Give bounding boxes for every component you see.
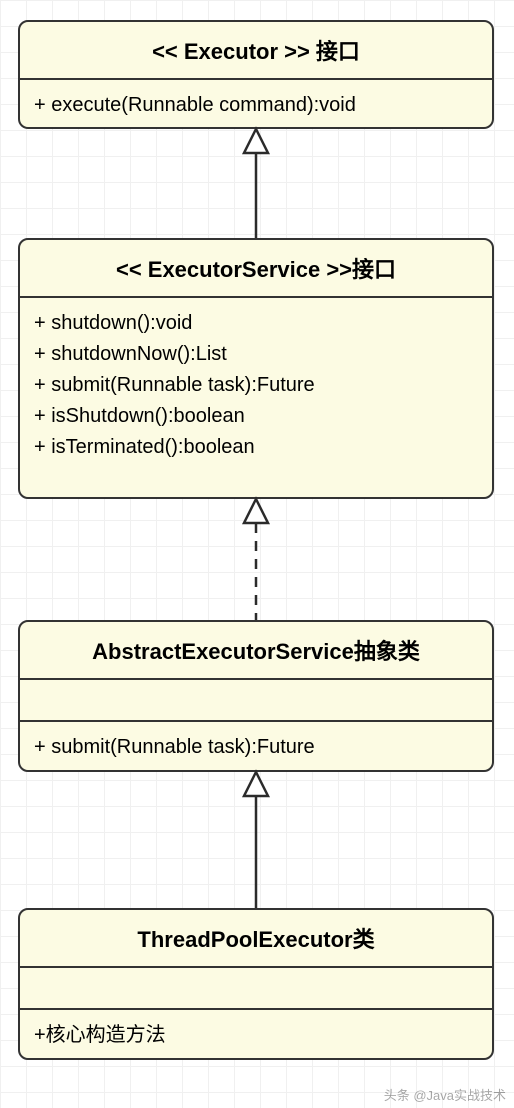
uml-compartment: + submit(Runnable task):Future (20, 722, 492, 772)
arrowhead (244, 129, 268, 153)
uml-node-header: AbstractExecutorService抽象类 (20, 622, 492, 680)
uml-member: + shutdownNow():List (34, 339, 478, 370)
uml-node-executorService: << ExecutorService >>接口+ shutdown():void… (18, 238, 494, 499)
uml-compartment (20, 680, 492, 722)
uml-member: +核心构造方法 (34, 1020, 478, 1051)
uml-member: + isShutdown():boolean (34, 401, 478, 432)
uml-member: + isTerminated():boolean (34, 432, 478, 463)
uml-compartment: + execute(Runnable command):void (20, 80, 492, 129)
uml-node-header: ThreadPoolExecutor类 (20, 910, 492, 968)
uml-compartment: +核心构造方法 (20, 1010, 492, 1060)
uml-member: + submit(Runnable task):Future (34, 732, 478, 763)
uml-member: + execute(Runnable command):void (34, 90, 478, 121)
uml-node-threadPoolExecutor: ThreadPoolExecutor类 +核心构造方法 (18, 908, 494, 1060)
watermark: 头条 @Java实战技术 (384, 1085, 506, 1104)
uml-node-executor: << Executor >> 接口 + execute(Runnable comm… (18, 20, 494, 129)
arrowhead (244, 772, 268, 796)
uml-node-abstractExecutorService: AbstractExecutorService抽象类 + submit(Runna… (18, 620, 494, 772)
arrowhead (244, 499, 268, 523)
uml-member: + submit(Runnable task):Future (34, 370, 478, 401)
diagram-canvas: << Executor >> 接口 + execute(Runnable comm… (0, 0, 514, 1108)
uml-compartment (20, 968, 492, 1010)
uml-node-header: << ExecutorService >>接口 (20, 240, 492, 298)
uml-node-header: << Executor >> 接口 (20, 22, 492, 80)
uml-compartment: + shutdown():void+ shutdownNow():List+ s… (20, 298, 492, 473)
uml-member: + shutdown():void (34, 308, 478, 339)
